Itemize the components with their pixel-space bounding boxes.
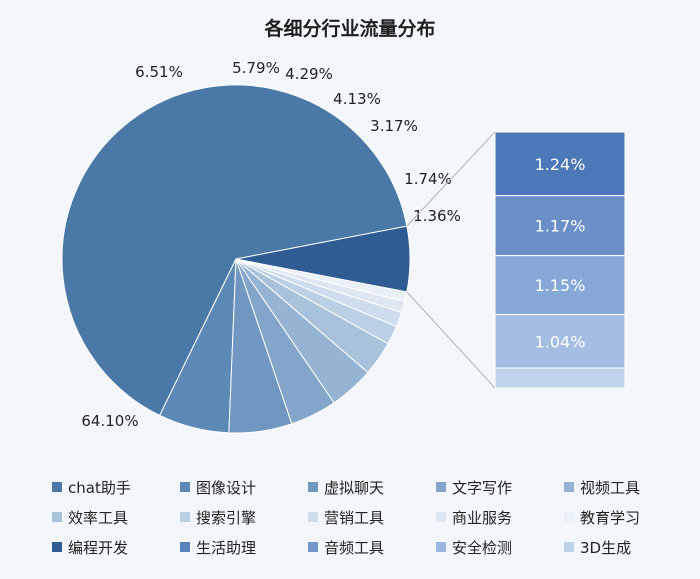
legend-swatch xyxy=(564,482,574,492)
legend-item: 搜索引擎 xyxy=(180,504,308,530)
pie-of-bar-chart: 64.10% 6.51% 5.79% 4.29%4.13% 3.17% 1.74% 1.36… xyxy=(61,59,626,434)
legend-item: 营销工具 xyxy=(308,504,436,530)
chart-title: 各细分行业流量分布 xyxy=(264,18,436,40)
connector-line xyxy=(406,291,496,389)
pie-data-label: 5.79% xyxy=(232,59,280,77)
breakdown-data-label: 1.04% xyxy=(535,332,586,351)
legend-swatch xyxy=(564,542,574,552)
legend-swatch xyxy=(308,542,318,552)
legend-label: 商业服务 xyxy=(452,508,513,527)
legend-label: 图像设计 xyxy=(196,478,257,497)
legend-item: 商业服务 xyxy=(436,504,564,530)
legend-item: 图像设计 xyxy=(180,474,308,500)
legend-label: 搜索引擎 xyxy=(196,508,257,527)
legend-label: 教育学习 xyxy=(580,508,641,527)
legend-swatch xyxy=(180,542,190,552)
legend-item: 虚拟聊天 xyxy=(308,474,436,500)
legend-swatch xyxy=(52,482,62,492)
legend-swatch xyxy=(52,512,62,522)
legend-item: 3D生成 xyxy=(564,534,692,560)
legend-item: 安全检测 xyxy=(436,534,564,560)
legend-item: 文字写作 xyxy=(436,474,564,500)
legend-label: 文字写作 xyxy=(452,478,513,497)
legend-label: 音频工具 xyxy=(324,538,385,557)
pie-data-label: 64.10% xyxy=(81,412,138,430)
pie-data-label: 1.74% xyxy=(404,170,452,188)
legend-item: 音频工具 xyxy=(308,534,436,560)
pie-data-label: 1.36% xyxy=(413,207,461,225)
legend-label: 安全检测 xyxy=(452,538,513,557)
pie-data-label: 4.13% xyxy=(333,90,381,108)
legend-swatch xyxy=(436,542,446,552)
legend-swatch xyxy=(52,542,62,552)
pie-data-label: 6.51% xyxy=(135,63,183,81)
legend-label: 效率工具 xyxy=(68,508,129,527)
legend-label: 编程开发 xyxy=(68,538,129,557)
connector-line xyxy=(406,131,496,227)
breakdown-bar-segment-5 xyxy=(494,367,626,389)
legend-item: chat助手 xyxy=(52,474,180,500)
legend-item: 编程开发 xyxy=(52,534,180,560)
breakdown-bar-segment-4 xyxy=(494,314,626,369)
breakdown-bar-segment-3 xyxy=(494,255,626,316)
breakdown-data-label: 1.17% xyxy=(535,217,586,236)
breakdown-data-label: 1.24% xyxy=(535,155,586,174)
legend-swatch xyxy=(564,512,574,522)
legend-swatch xyxy=(180,482,190,492)
breakdown-data-label: 1.15% xyxy=(535,276,586,295)
legend-label: 3D生成 xyxy=(580,538,632,557)
breakdown-bar-segment-2 xyxy=(494,195,626,257)
legend-label: 营销工具 xyxy=(324,508,385,527)
legend-item: 效率工具 xyxy=(52,504,180,530)
legend-label: 生活助理 xyxy=(196,538,257,557)
pie-data-label: 3.17% xyxy=(370,117,418,135)
legend-swatch xyxy=(180,512,190,522)
pie-data-label: 4.29% xyxy=(285,65,333,83)
legend-label: chat助手 xyxy=(68,478,131,497)
legend-swatch xyxy=(308,512,318,522)
legend-swatch xyxy=(436,512,446,522)
legend-item: 视频工具 xyxy=(564,474,692,500)
legend-label: 视频工具 xyxy=(580,478,641,497)
legend-item: 教育学习 xyxy=(564,504,692,530)
legend-item: 生活助理 xyxy=(180,534,308,560)
pie-slice-1 xyxy=(61,84,408,417)
legend-label: 虚拟聊天 xyxy=(324,478,385,497)
pie-slice-other xyxy=(235,225,411,293)
legend-swatch xyxy=(308,482,318,492)
legend: chat助手 图像设计 虚拟聊天 文字写作 视频工具效率工具 搜索引擎 营销工具 商业服务 教育… xyxy=(52,474,692,560)
legend-swatch xyxy=(436,482,446,492)
